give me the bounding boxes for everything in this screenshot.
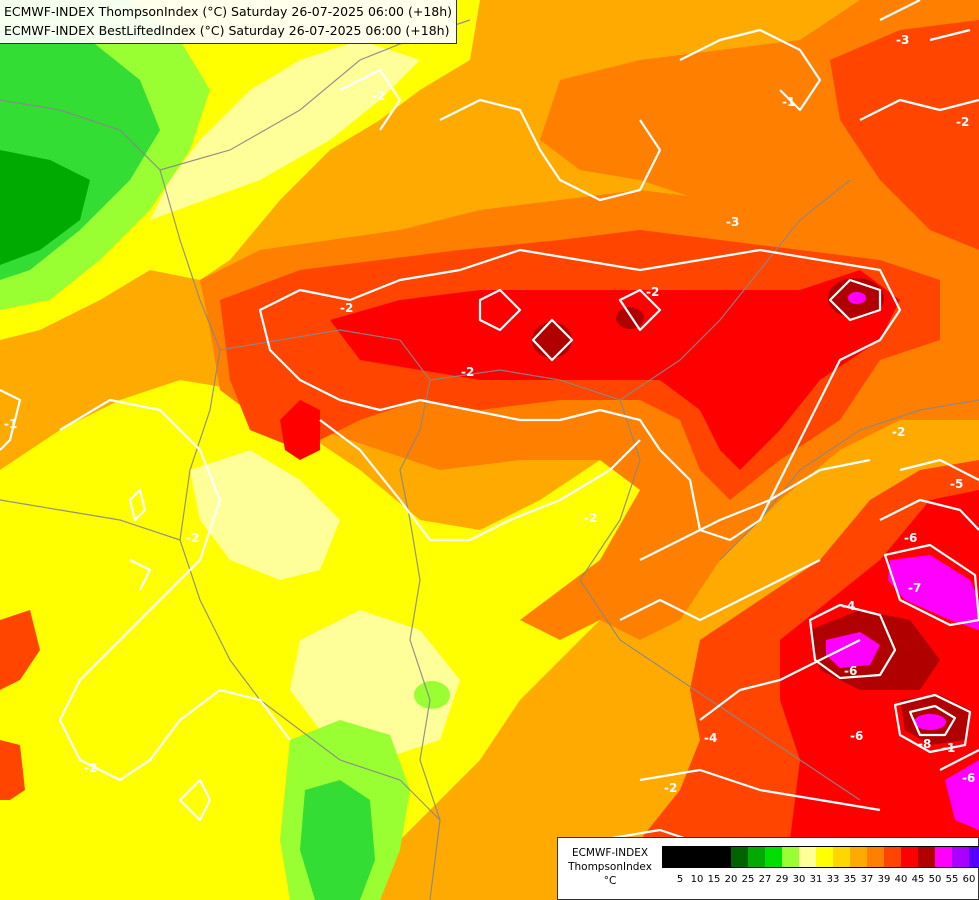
index-field-red-west-edge-2	[0, 740, 25, 800]
legend-tick-label: 55	[945, 874, 959, 885]
legend-tick-label: 30	[792, 874, 806, 885]
index-field-magenta-se-4	[945, 760, 979, 830]
contour-label: -2	[372, 89, 385, 103]
index-field-red-west-edge	[0, 610, 40, 690]
legend-swatch	[782, 847, 799, 867]
legend-swatch	[918, 847, 935, 867]
contour-label: -2	[584, 511, 597, 525]
contour-label: -3	[896, 33, 909, 47]
contour-label: -5	[950, 477, 963, 491]
contour-label: -2	[461, 365, 474, 379]
legend-swatch	[816, 847, 833, 867]
index-field-magenta-1	[848, 292, 866, 304]
contour-labels: -2 -2 -2 -2 -2 -2 -3 -3 -1 -1 -1 -2 -4 -…	[4, 33, 975, 795]
legend-swatch	[799, 847, 816, 867]
legend-swatch	[952, 847, 969, 867]
legend-tick-label: 39	[877, 874, 891, 885]
contour-label: -2	[646, 285, 659, 299]
contour-label: -1	[942, 741, 955, 755]
legend-swatch	[765, 847, 782, 867]
lifted-index-contours	[0, 0, 979, 872]
legend-tick-labels: 5 10 15 20 25 27 29 30 31 33 35 37 39 40 45 50 55 60	[662, 874, 979, 888]
contour-label: -6	[850, 729, 863, 743]
legend-title-model: ECMWF-INDEX	[571, 847, 649, 859]
index-field-red-belt	[330, 270, 900, 470]
legend-swatch	[901, 847, 918, 867]
index-field-magenta-se-3	[914, 714, 946, 730]
legend-swatch	[663, 847, 680, 867]
contour-label: -7	[908, 581, 921, 595]
index-field-dark-green	[0, 150, 90, 265]
legend-tick-label: 10	[690, 874, 704, 885]
index-field-red-spot-west	[280, 400, 320, 460]
index-field-darkred-2	[616, 307, 644, 329]
index-field-red-ne	[830, 20, 979, 250]
legend-title: ECMWF-INDEX ThompsonIndex °C	[562, 846, 658, 888]
legend-title-parameter: ThompsonIndex	[568, 861, 652, 873]
index-field-darkred-1	[532, 322, 572, 358]
legend-tick-label: 5	[676, 874, 684, 885]
contour-label: -4	[704, 731, 717, 745]
contour-label: -2	[84, 761, 97, 775]
legend-tick-label: 25	[741, 874, 755, 885]
legend-swatch	[680, 847, 697, 867]
legend-swatch	[714, 847, 731, 867]
legend-tick-label: 33	[826, 874, 840, 885]
contour-label: -2	[340, 301, 353, 315]
legend-tick-label: 60	[962, 874, 976, 885]
index-field-pale-yellow	[150, 40, 420, 220]
contour-label: -1	[782, 95, 795, 109]
legend-tick-label: 15	[707, 874, 721, 885]
legend-tick-label: 29	[775, 874, 789, 885]
legend-swatch	[697, 847, 714, 867]
legend-tick-label: 45	[911, 874, 925, 885]
legend-swatch	[969, 847, 979, 867]
index-field-pale-yellow-center	[190, 450, 340, 580]
legend-swatch	[884, 847, 901, 867]
legend-tick-label: 50	[928, 874, 942, 885]
legend-tick-label: 27	[758, 874, 772, 885]
legend-swatch	[850, 847, 867, 867]
contour-label: -3	[726, 215, 739, 229]
index-field-magenta-se-2	[888, 555, 979, 630]
contour-label: -8	[918, 737, 931, 751]
index-field-pale-yellow-south	[290, 610, 460, 760]
contour-label: -6	[962, 771, 975, 785]
legend-swatch	[833, 847, 850, 867]
contour-label: -4	[842, 599, 855, 613]
contour-label: -1	[4, 417, 17, 431]
contour-label: -2	[664, 781, 677, 795]
contour-label: -2	[186, 531, 199, 545]
contour-label: -2	[956, 115, 969, 129]
legend-tick-label: 31	[809, 874, 823, 885]
contour-label: -6	[904, 531, 917, 545]
color-legend: ECMWF-INDEX ThompsonIndex °C 5 10 15 20 25 27…	[557, 837, 979, 900]
legend-tick-label: 35	[843, 874, 857, 885]
legend-swatch	[748, 847, 765, 867]
index-field-green-south	[300, 780, 375, 900]
legend-tick-label: 37	[860, 874, 874, 885]
country-borders	[0, 19, 979, 900]
contour-label: -6	[844, 664, 857, 678]
index-field-magenta-se-1	[826, 632, 880, 668]
contour-label: -2	[892, 425, 905, 439]
legend-swatch	[867, 847, 884, 867]
legend-tick-label: 40	[894, 874, 908, 885]
legend-color-bar	[662, 846, 979, 868]
legend-swatch	[731, 847, 748, 867]
map-title-line-2: ECMWF-INDEX BestLiftedIndex (°C) Saturda…	[4, 23, 450, 38]
legend-unit: °C	[603, 875, 617, 887]
map-title-box: ECMWF-INDEX ThompsonIndex (°C) Saturday …	[0, 0, 458, 44]
index-field-green-spot	[414, 681, 450, 709]
legend-swatch	[935, 847, 952, 867]
legend-tick-label: 20	[724, 874, 738, 885]
map-title-line-1: ECMWF-INDEX ThompsonIndex (°C) Saturday …	[4, 4, 453, 19]
